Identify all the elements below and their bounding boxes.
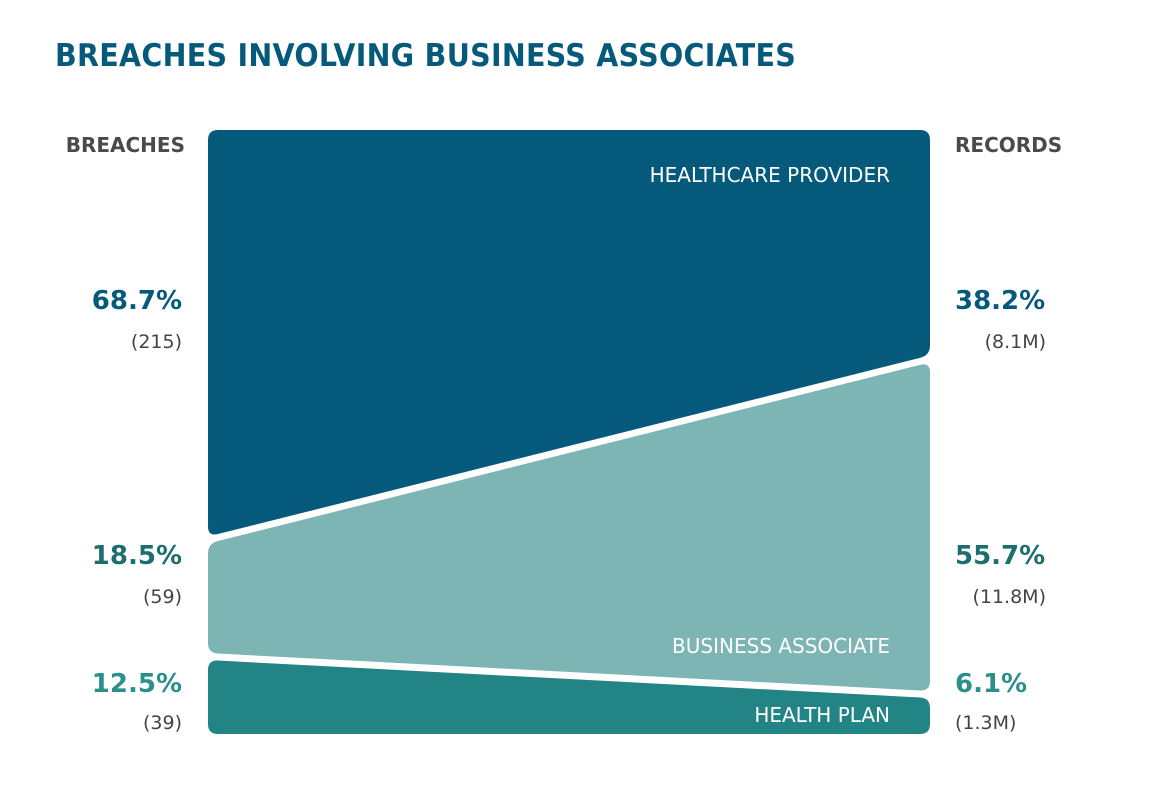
records-pct-healthcare-provider: 38.2% (955, 286, 1046, 316)
records-count-business-associate: (11.8M) (972, 586, 1046, 608)
records-pct-business-associate: 55.7% (955, 541, 1046, 571)
band-healthcare-provider (208, 130, 930, 535)
records-pct-health-plan: 6.1% (955, 669, 1028, 699)
breaches-axis-label: BREACHES (65, 133, 185, 157)
breaches-count-business-associate: (59) (142, 586, 182, 608)
label-healthcare-provider: HEALTHCARE PROVIDER (650, 163, 891, 187)
band-business-associate (208, 364, 930, 691)
chart-title: BREACHES INVOLVING BUSINESS ASSOCIATES (55, 38, 797, 74)
records-count-health-plan: (1.3M) (955, 712, 1017, 734)
breaches-count-health-plan: (39) (142, 712, 182, 734)
band-health-plan (208, 660, 930, 734)
breaches-pct-health-plan: 12.5% (91, 669, 182, 699)
breaches-pct-healthcare-provider: 68.7% (91, 286, 182, 316)
records-count-healthcare-provider: (8.1M) (984, 331, 1046, 353)
breaches-pct-business-associate: 18.5% (91, 541, 182, 571)
records-axis-label: RECORDS (955, 133, 1063, 157)
label-business-associate: BUSINESS ASSOCIATE (672, 634, 890, 658)
breaches-count-healthcare-provider: (215) (130, 331, 182, 353)
label-health-plan: HEALTH PLAN (754, 703, 890, 727)
